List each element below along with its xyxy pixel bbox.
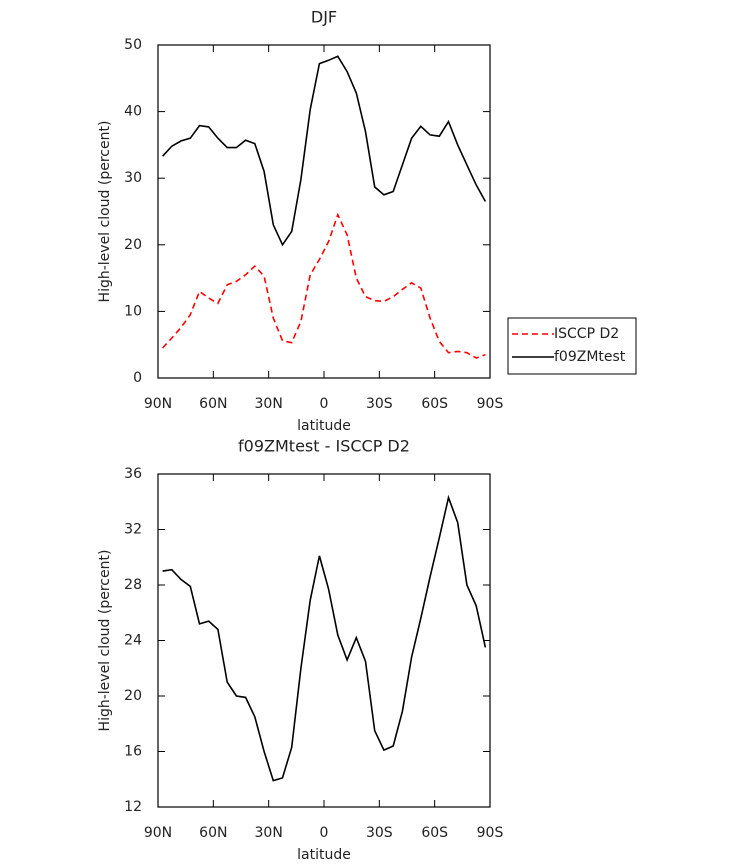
chart-title: DJF: [311, 8, 337, 27]
x-tick-label: 30S: [366, 825, 393, 841]
y-tick-label: 20: [124, 688, 142, 704]
y-tick-label: 30: [124, 170, 142, 186]
chart: DJF latitude High-level cloud (percent) 0 10…: [97, 8, 637, 434]
y-tick-label: 16: [124, 744, 142, 760]
y-axis-label: High-level cloud (percent): [97, 121, 113, 303]
y-tick-label: 10: [124, 303, 142, 319]
x-tick-label: 60S: [421, 825, 448, 841]
data-line: [162, 494, 487, 782]
y-tick-label: 24: [124, 633, 142, 649]
legend-label: ISCCP D2: [554, 326, 619, 342]
plot-frame: [157, 473, 491, 808]
x-axis-label: latitude: [297, 847, 351, 863]
y-tick-label: 32: [124, 522, 142, 538]
chart-title: f09ZMtest - ISCCP D2: [238, 437, 410, 456]
y-tick-label: 20: [124, 237, 142, 253]
y-tick-label: 28: [124, 577, 142, 593]
plot-frame: [157, 44, 491, 379]
x-tick-label: 0: [320, 396, 329, 412]
x-tick-label: 30N: [255, 396, 283, 412]
y-tick-label: 40: [124, 104, 142, 120]
y-tick-label: 0: [133, 370, 142, 386]
y-axis-label: High-level cloud (percent): [97, 550, 113, 732]
x-tick-label: 90S: [477, 396, 504, 412]
legend-label: f09ZMtest: [554, 349, 626, 365]
x-tick-label: 30S: [366, 396, 393, 412]
chart: f09ZMtest - ISCCP D2 latitude High-level c…: [97, 437, 503, 864]
data-line: [162, 212, 486, 359]
y-tick-label: 50: [124, 37, 142, 53]
x-axis-label: latitude: [297, 418, 351, 434]
x-tick-label: 30N: [255, 825, 283, 841]
x-tick-label: 90N: [144, 825, 172, 841]
y-tick-label: 12: [124, 799, 142, 815]
x-tick-label: 90N: [144, 396, 172, 412]
x-tick-label: 60S: [421, 396, 448, 412]
x-tick-label: 60N: [199, 396, 227, 412]
data-line: [162, 55, 487, 247]
legend: ISCCP D2 f09ZMtest: [507, 317, 637, 375]
x-tick-label: 60N: [199, 825, 227, 841]
x-tick-label: 0: [320, 825, 329, 841]
y-tick-label: 36: [124, 466, 142, 482]
legend-frame: [507, 317, 637, 375]
x-tick-label: 90S: [477, 825, 504, 841]
